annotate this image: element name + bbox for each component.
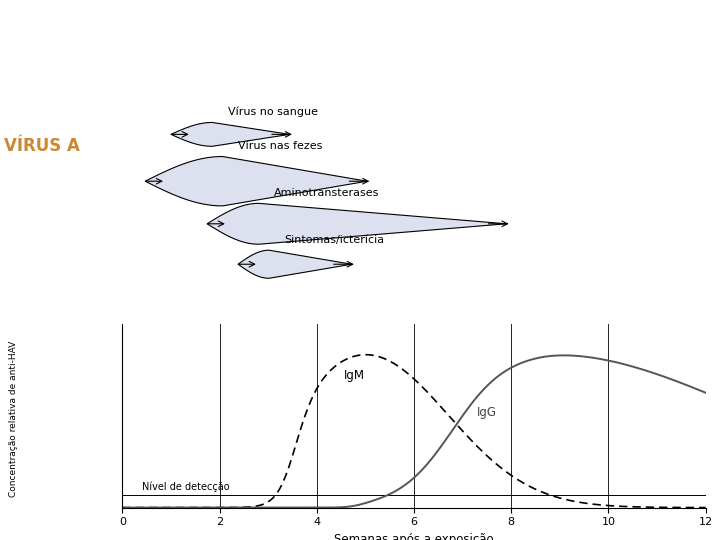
Text: Aminotransterases: Aminotransterases [274,188,379,198]
Text: Concentração relativa de anti-HAV: Concentração relativa de anti-HAV [9,340,18,497]
Polygon shape [207,204,506,244]
Text: HEPATITE VIRAL: HEPATITE VIRAL [272,11,520,39]
Text: IgM: IgM [343,369,364,382]
Text: VÍRUS A: VÍRUS A [4,137,80,154]
Text: Sintomas/icterícia: Sintomas/icterícia [284,235,384,245]
X-axis label: Semanas após a exposição: Semanas após a exposição [334,533,494,540]
Text: IgG: IgG [477,406,498,419]
Text: Vírus nas fezes: Vírus nas fezes [238,141,323,151]
Polygon shape [238,250,351,278]
Text: Vírus no sangue: Vírus no sangue [228,107,318,117]
Polygon shape [171,123,289,146]
Text: Nível de detecção: Nível de detecção [142,482,230,492]
Polygon shape [145,157,367,206]
Text: 5. Características Laboratoriais: 5. Características Laboratoriais [238,63,554,80]
